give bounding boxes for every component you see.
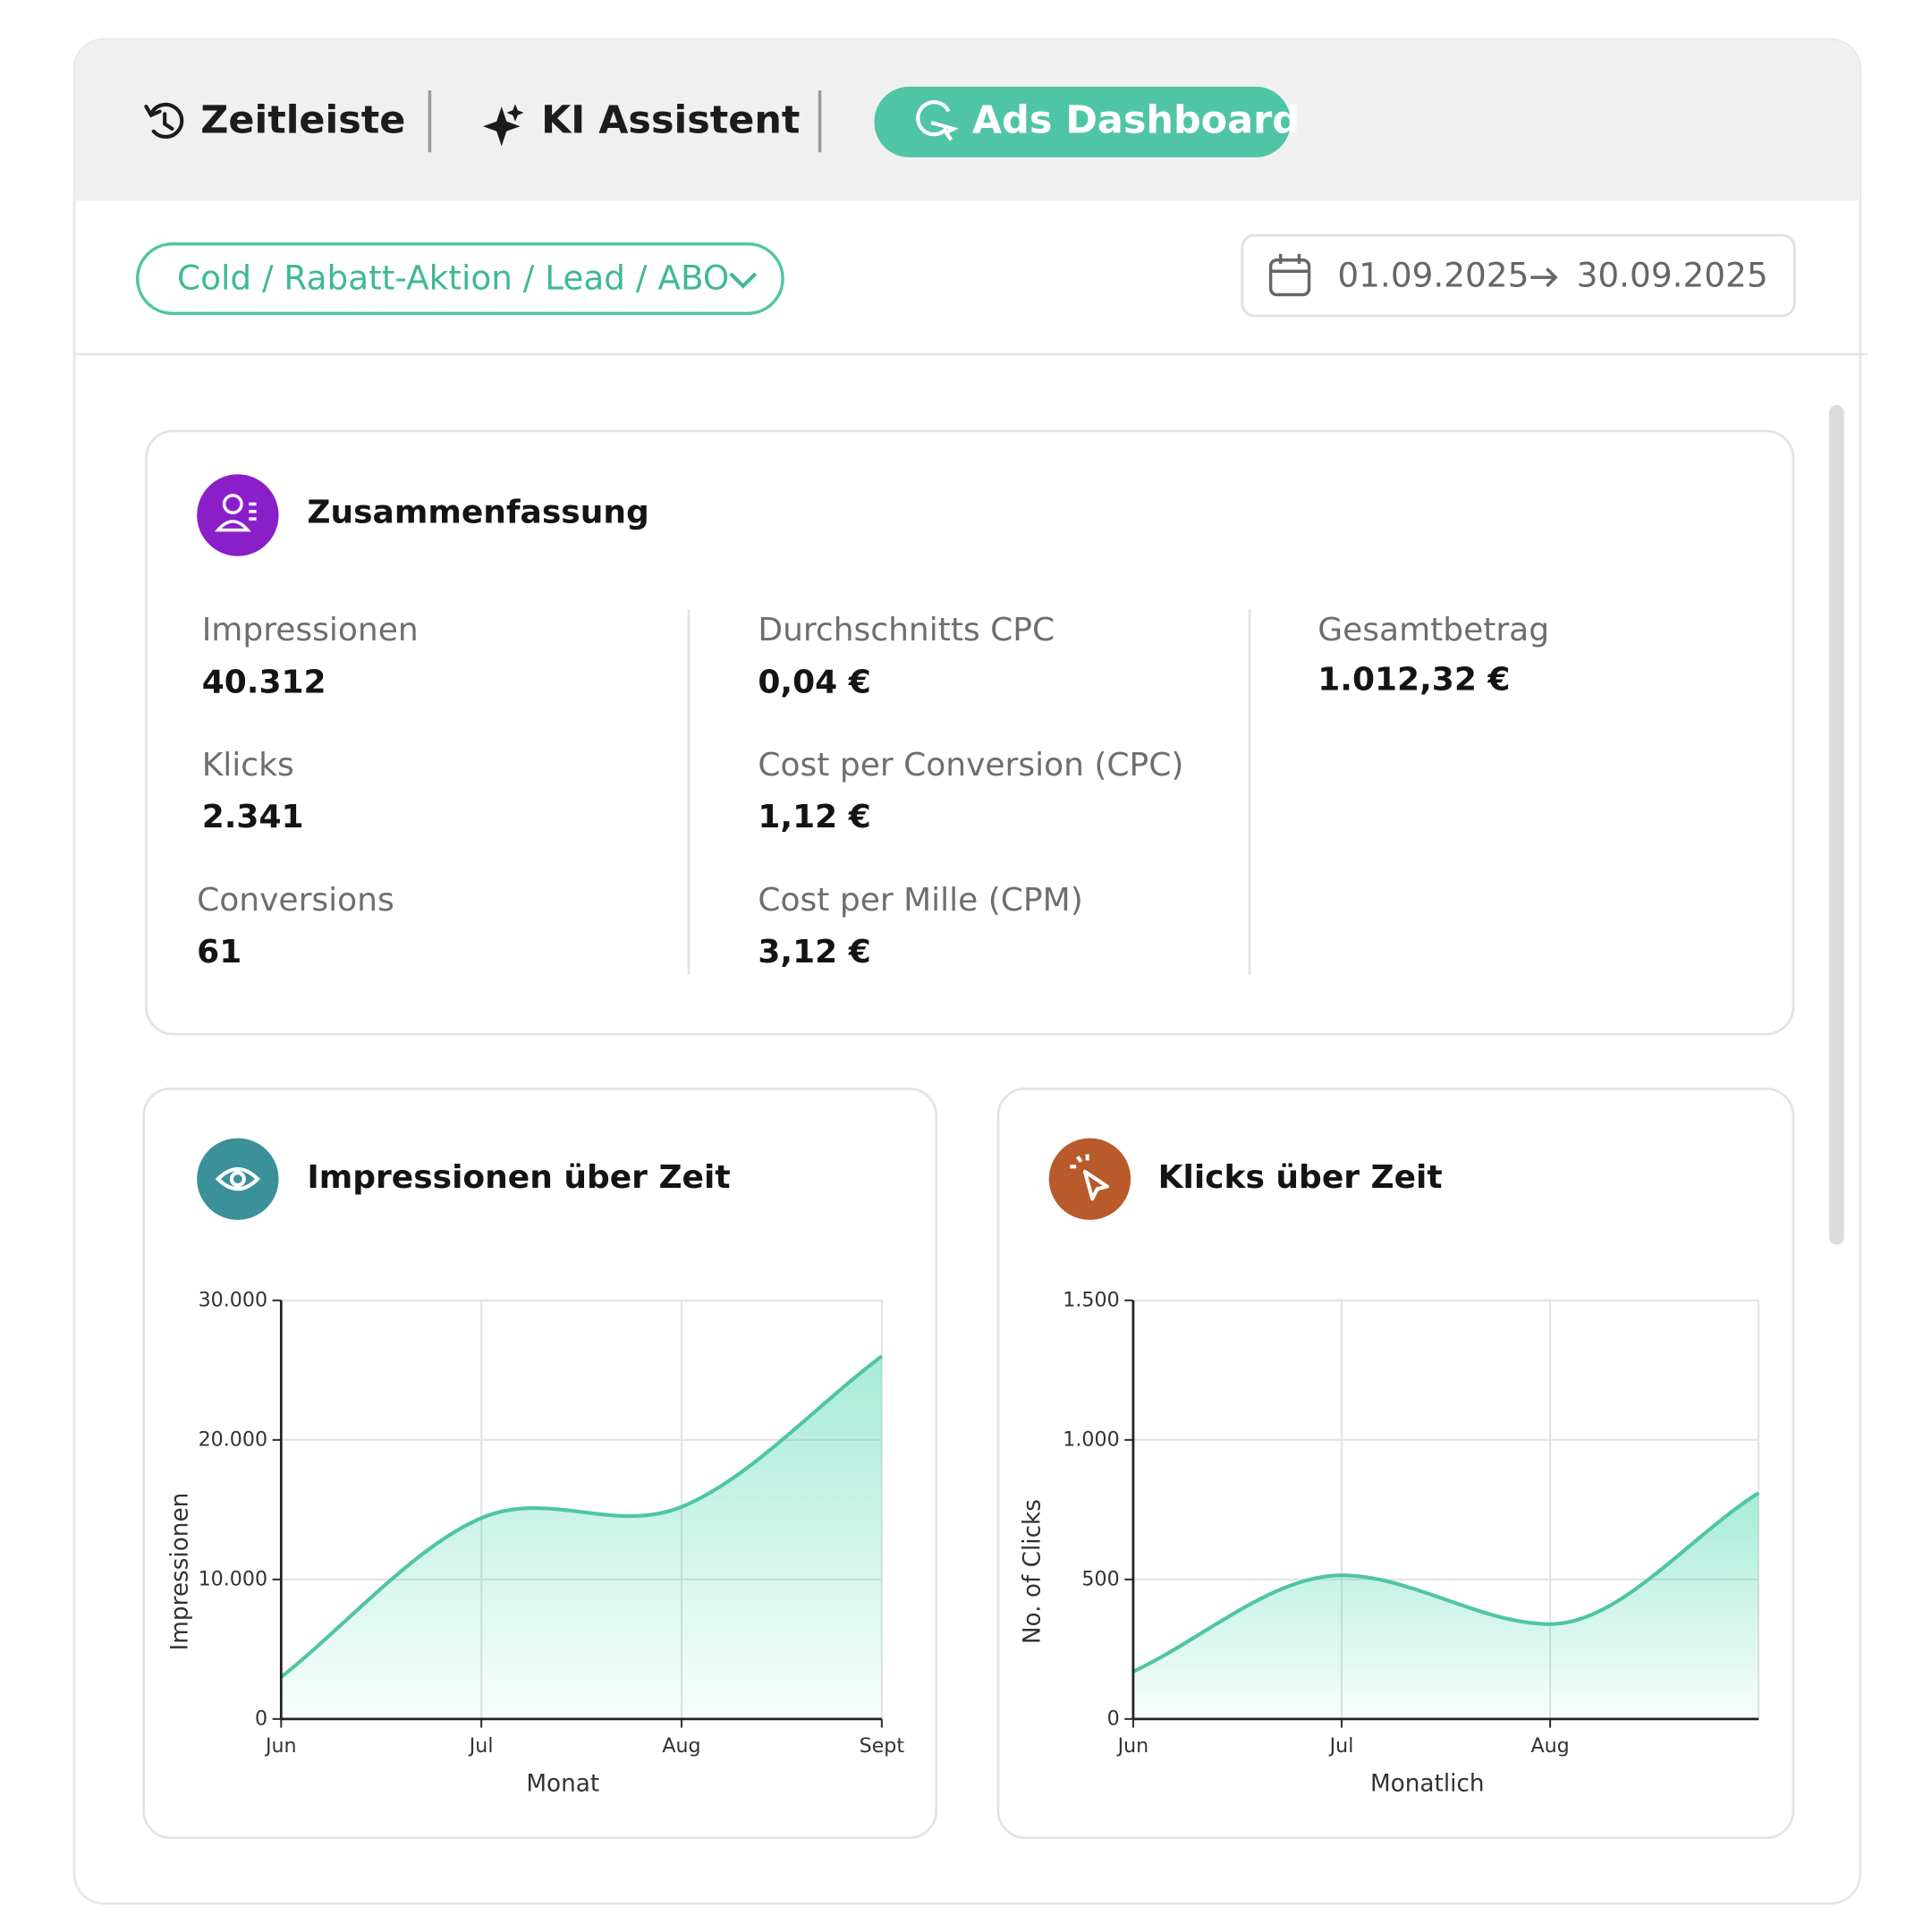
tab[interactable]: KI Assistent xyxy=(541,98,800,143)
y-tick-label: 1.000 xyxy=(1063,1428,1119,1451)
y-tick-label: 1.500 xyxy=(1063,1288,1119,1311)
area xyxy=(281,1356,882,1719)
tab[interactable]: Zeitleiste xyxy=(200,98,405,143)
metric-label: Durchschnitts CPC xyxy=(758,612,1055,648)
y-tick-label: 0 xyxy=(1107,1707,1120,1730)
x-axis-title: Monatlich xyxy=(1370,1771,1485,1798)
metric-value: 1.012,32 € xyxy=(1318,662,1510,699)
chart-title: Impressionen über Zeit xyxy=(307,1159,730,1196)
tab-icon xyxy=(916,100,959,141)
summary-icon-glyph xyxy=(214,494,257,532)
x-tick-label: Jun xyxy=(264,1734,297,1758)
metric-value: 1,12 € xyxy=(758,799,870,835)
active-tab[interactable] xyxy=(874,86,1291,157)
area xyxy=(1132,1493,1759,1719)
x-tick-label: Jul xyxy=(468,1734,494,1758)
y-axis-title: No. of Clicks xyxy=(1019,1499,1046,1644)
chart-icon xyxy=(197,1138,279,1220)
metric-label: Cost per Conversion (CPC) xyxy=(758,747,1183,784)
chevron xyxy=(729,272,758,289)
date-start: 01.09.2025 xyxy=(1337,256,1529,295)
filter-dropdown[interactable] xyxy=(135,242,784,316)
summary-icon xyxy=(197,474,279,556)
x-tick-label: Aug xyxy=(1530,1734,1569,1758)
y-tick-label: 0 xyxy=(255,1707,267,1730)
metric-value: 3,12 € xyxy=(758,934,870,970)
metric-value: 0,04 € xyxy=(758,664,870,700)
x-tick-label: Aug xyxy=(662,1734,700,1758)
y-axis-title: Impressionen xyxy=(167,1493,194,1651)
metric-label: Gesamtbetrag xyxy=(1318,612,1549,648)
x-tick-label: Sept xyxy=(860,1734,905,1758)
y-tick-label: 10.000 xyxy=(199,1567,267,1590)
line xyxy=(1132,1491,1760,1674)
tab-icon xyxy=(144,102,184,139)
x-tick-label: Jul xyxy=(1328,1734,1354,1758)
metric-label: Conversions xyxy=(197,882,394,919)
tab-icon xyxy=(483,104,524,147)
y-tick-label: 500 xyxy=(1081,1567,1119,1590)
plots: 0 10.000 20.000 30.000 Jun Jul Aug Sept Monat Imp… xyxy=(167,1288,1760,1798)
chart-title: Klicks über Zeit xyxy=(1158,1159,1443,1196)
date-picker[interactable] xyxy=(1241,233,1796,318)
x-tick-label: Jun xyxy=(1116,1734,1149,1758)
date-end: 30.09.2025 xyxy=(1577,256,1768,295)
eye-glyph xyxy=(215,1167,260,1191)
line xyxy=(280,1354,884,1679)
metric-label: Cost per Mille (CPM) xyxy=(758,882,1082,919)
metric-label: Klicks xyxy=(202,747,294,784)
calendar-icon xyxy=(1268,253,1311,297)
click-glyph xyxy=(1070,1154,1109,1201)
metric-label: Impressionen xyxy=(202,612,419,648)
filter-label: Cold / Rabatt-Aktion / Lead / ABO xyxy=(177,258,729,297)
tab[interactable]: Ads Dashboard xyxy=(972,98,1300,143)
card-title: Zusammenfassung xyxy=(307,495,648,531)
scrollbar[interactable] xyxy=(1829,404,1844,1245)
summary-card xyxy=(145,429,1795,1036)
metric-value: 2.341 xyxy=(202,799,304,835)
y-tick-label: 20.000 xyxy=(199,1428,267,1451)
chart-icon xyxy=(1048,1138,1131,1220)
arrow xyxy=(1530,267,1558,288)
metric-value: 61 xyxy=(197,934,242,970)
y-tick-label: 30.000 xyxy=(199,1288,267,1311)
x-axis-title: Monat xyxy=(526,1771,599,1798)
metric-value: 40.312 xyxy=(202,664,326,700)
